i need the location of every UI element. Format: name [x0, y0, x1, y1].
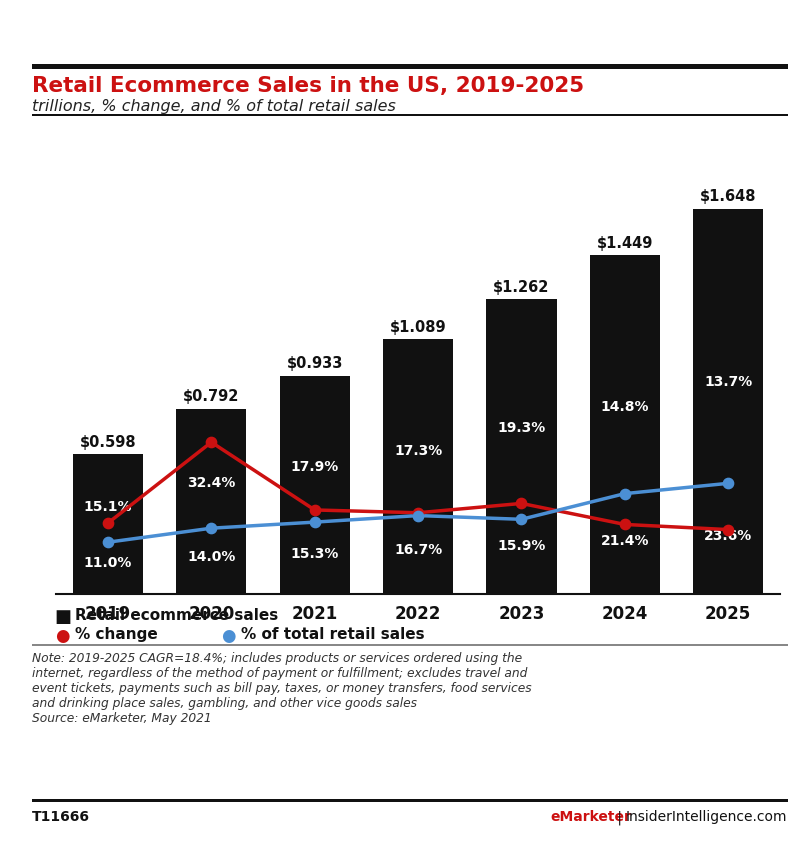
Point [618, 487, 630, 500]
Text: $1.648: $1.648 [699, 189, 756, 205]
Text: % of total retail sales: % of total retail sales [241, 627, 424, 642]
Point [515, 513, 528, 526]
Text: ●: ● [55, 627, 69, 645]
Bar [692, 209, 762, 594]
Bar [486, 299, 556, 594]
Text: $0.598: $0.598 [79, 434, 137, 450]
Text: 15.1%: 15.1% [84, 500, 132, 514]
Bar [279, 376, 349, 594]
Text: 23.6%: 23.6% [703, 529, 752, 543]
Text: 14.8%: 14.8% [600, 401, 648, 414]
Bar [589, 255, 659, 594]
Text: $1.262: $1.262 [493, 280, 549, 295]
Point [721, 477, 734, 490]
Text: ■: ■ [55, 608, 71, 626]
Point [101, 516, 114, 530]
Point [308, 504, 320, 517]
Text: $1.089: $1.089 [389, 320, 446, 335]
Point [308, 515, 320, 529]
Text: T11666: T11666 [32, 810, 90, 824]
Text: 15.9%: 15.9% [496, 540, 545, 553]
Bar [382, 339, 453, 594]
Text: 14.0%: 14.0% [187, 550, 235, 563]
Text: 21.4%: 21.4% [600, 534, 648, 548]
Text: 11.0%: 11.0% [84, 556, 132, 570]
Bar [73, 454, 143, 594]
Point [101, 536, 114, 549]
Point [411, 506, 424, 520]
Text: 17.3%: 17.3% [393, 444, 442, 458]
Text: ●: ● [221, 627, 235, 645]
Text: trillions, % change, and % of total retail sales: trillions, % change, and % of total reta… [32, 99, 396, 115]
Text: $1.449: $1.449 [596, 236, 652, 251]
Bar [176, 408, 247, 594]
Text: $0.792: $0.792 [183, 389, 239, 404]
Text: % change: % change [75, 627, 157, 642]
Point [515, 497, 528, 510]
Text: Retail Ecommerce Sales in the US, 2019-2025: Retail Ecommerce Sales in the US, 2019-2… [32, 76, 584, 96]
Text: 15.3%: 15.3% [290, 547, 339, 562]
Text: eMarketer: eMarketer [550, 810, 631, 824]
Text: 17.9%: 17.9% [290, 461, 338, 474]
Text: Note: 2019-2025 CAGR=18.4%; includes products or services ordered using the
inte: Note: 2019-2025 CAGR=18.4%; includes pro… [32, 652, 531, 725]
Point [411, 509, 424, 522]
Text: 32.4%: 32.4% [187, 476, 235, 489]
Text: 16.7%: 16.7% [393, 543, 442, 557]
Text: InsiderIntelligence.com: InsiderIntelligence.com [625, 810, 786, 824]
Text: 19.3%: 19.3% [497, 422, 545, 435]
Point [721, 523, 734, 536]
Text: 13.7%: 13.7% [703, 375, 752, 389]
Text: |: | [612, 810, 626, 824]
Point [205, 435, 218, 449]
Text: Retail ecommerce sales: Retail ecommerce sales [75, 608, 278, 623]
Text: $0.933: $0.933 [286, 356, 342, 371]
Point [205, 521, 218, 535]
Point [618, 518, 630, 531]
